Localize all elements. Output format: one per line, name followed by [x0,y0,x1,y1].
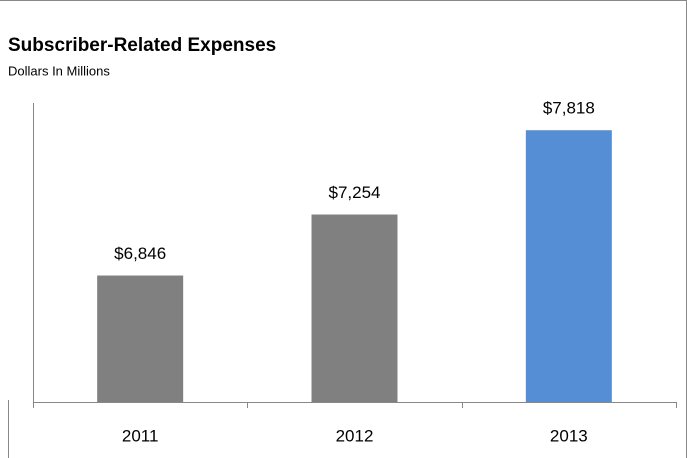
x-tick-label: 2011 [122,426,159,445]
bar [311,214,398,402]
bar [525,130,612,403]
chart-subtitle: Dollars In Millions [8,63,110,78]
chart-title: Subscriber-Related Expenses [8,35,276,56]
x-tick-label: 2012 [336,426,374,445]
value-label: $7,818 [543,99,595,118]
x-tick-label: 2013 [550,426,588,445]
value-label: $7,254 [329,183,381,202]
value-label: $6,846 [114,244,166,263]
bar [97,275,184,402]
